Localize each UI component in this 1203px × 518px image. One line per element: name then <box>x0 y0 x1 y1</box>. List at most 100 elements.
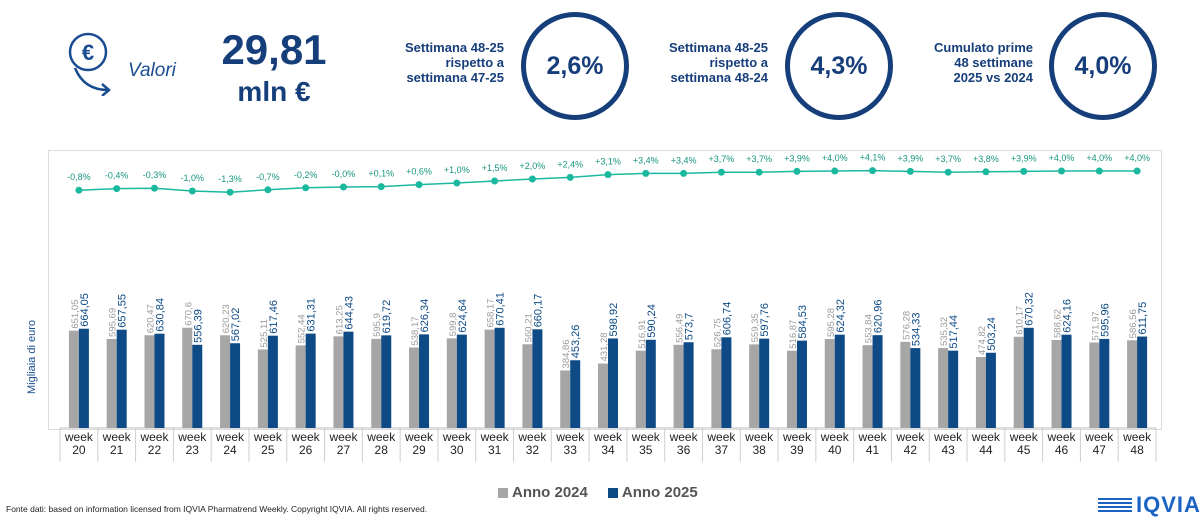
bar-2025 <box>683 342 694 428</box>
bar-2024 <box>220 335 231 428</box>
growth-point <box>339 183 347 191</box>
x-tick-label: week <box>858 430 888 444</box>
bar-2024 <box>1013 336 1024 428</box>
legend: Anno 2024 Anno 2025 <box>498 484 698 501</box>
legend-item-2024: Anno 2024 <box>498 484 588 501</box>
data-label-2025: 631,31 <box>306 298 318 332</box>
data-label-2024: 613,25 <box>334 305 345 334</box>
data-label-2025: 644,43 <box>343 296 355 330</box>
data-label-2025: 619,72 <box>381 300 393 334</box>
growth-label: -0,4% <box>105 171 129 181</box>
bar-2024 <box>446 338 457 428</box>
x-tick-label: 35 <box>639 443 653 457</box>
bar-2025 <box>1023 327 1034 428</box>
bar-2024 <box>144 335 155 428</box>
growth-point <box>717 168 725 176</box>
data-label-2025: 660,17 <box>532 294 544 328</box>
bar-2025 <box>570 360 581 428</box>
bar-2025 <box>948 350 959 428</box>
growth-label: +1,0% <box>444 165 470 175</box>
data-label-2024: 516,91 <box>637 320 648 349</box>
growth-label: +3,4% <box>671 155 697 165</box>
bar-2025 <box>645 339 656 428</box>
bar-2024 <box>182 327 193 428</box>
data-label-2024: 658,17 <box>486 299 497 328</box>
growth-point <box>113 185 121 193</box>
bar-2025 <box>381 335 392 428</box>
data-label-2024: 595,69 <box>108 308 119 337</box>
growth-label: -0,7% <box>256 172 280 182</box>
x-tick-label: 20 <box>72 443 86 457</box>
bar-2025 <box>872 335 883 428</box>
x-tick-label: 34 <box>601 443 615 457</box>
x-tick-label: week <box>669 430 699 444</box>
bar-2024 <box>938 347 949 428</box>
legend-item-2025: Anno 2025 <box>607 484 698 501</box>
x-tick-label: week <box>895 430 925 444</box>
growth-point <box>906 167 914 175</box>
growth-label: +0,6% <box>406 167 432 177</box>
data-label-2024: 431,28 <box>599 332 610 361</box>
bar-2025 <box>267 335 278 428</box>
data-label-2025: 624,32 <box>835 299 847 333</box>
growth-label: +3,7% <box>708 154 734 164</box>
data-label-2024: 670,6 <box>183 302 194 326</box>
growth-label: +1,5% <box>482 163 508 173</box>
growth-point <box>642 169 650 177</box>
data-label-2024: 384,86 <box>561 339 572 368</box>
data-label-2025: 606,74 <box>721 302 733 336</box>
x-tick-label: 47 <box>1093 443 1107 457</box>
data-label-2024: 535,32 <box>939 317 950 346</box>
x-tick-label: 33 <box>564 443 578 457</box>
growth-point <box>1020 167 1028 175</box>
growth-point <box>150 184 158 192</box>
growth-label: -0,0% <box>332 169 356 179</box>
bar-2025 <box>608 338 618 428</box>
bar-2025 <box>1137 336 1148 428</box>
source-note: Fonte dati: based on information license… <box>6 504 428 514</box>
x-tick-label: week <box>782 430 812 444</box>
kpi-label-3: Cumulato prime 48 settimane 2025 vs 2024 <box>934 40 1033 85</box>
x-tick-label: 40 <box>828 443 842 457</box>
growth-label: +3,7% <box>935 154 961 164</box>
growth-point <box>1058 167 1066 175</box>
x-tick-label: 21 <box>110 443 124 457</box>
data-label-2024: 620,47 <box>145 304 156 333</box>
x-tick-label: week <box>442 430 472 444</box>
bar-2025 <box>910 348 921 428</box>
x-tick-label: 38 <box>752 443 766 457</box>
x-tick-label: 28 <box>375 443 389 457</box>
data-label-2024: 526,75 <box>712 318 723 347</box>
bar-2024 <box>484 329 495 428</box>
x-tick-label: week <box>253 430 283 444</box>
bar-2024 <box>295 345 306 428</box>
x-tick-label: week <box>291 430 321 444</box>
growth-label: +3,9% <box>784 153 810 163</box>
bar-2025 <box>154 333 165 428</box>
x-tick-label: week <box>1047 430 1077 444</box>
x-tick-label: week <box>971 430 1001 444</box>
data-label-2024: 595,28 <box>826 308 837 337</box>
growth-label: -0,3% <box>143 170 167 180</box>
x-tick-label: week <box>1084 430 1114 444</box>
bar-2024 <box>106 338 117 428</box>
bar-2025 <box>759 338 770 428</box>
data-label-2024: 525,11 <box>259 319 270 347</box>
x-tick-label: 30 <box>450 443 464 457</box>
x-tick-label: week <box>102 430 132 444</box>
growth-point <box>566 173 574 181</box>
data-label-2024: 586,56 <box>1128 309 1139 338</box>
x-tick-label: week <box>1009 430 1039 444</box>
x-tick-label: 45 <box>1017 443 1031 457</box>
bar-2024 <box>333 336 344 428</box>
data-label-2025: 556,39 <box>192 309 204 343</box>
legend-swatch-2024 <box>498 487 508 498</box>
x-tick-label: week <box>706 430 736 444</box>
x-tick-label: 32 <box>526 443 540 457</box>
growth-point <box>491 177 499 185</box>
data-label-2024: 553,84 <box>864 314 875 343</box>
data-label-2024: 538,17 <box>410 316 421 345</box>
growth-label: +0,1% <box>368 169 394 179</box>
x-tick-label: 25 <box>261 443 275 457</box>
